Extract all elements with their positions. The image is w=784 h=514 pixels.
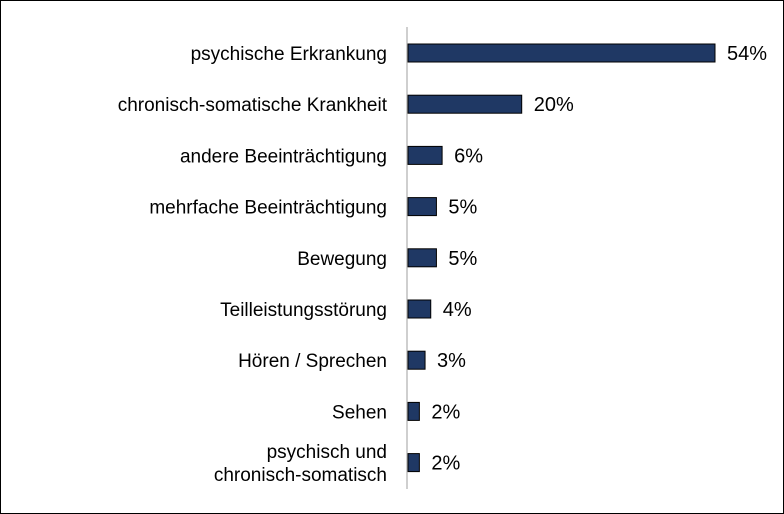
category-label-line: Teilleistungsstörung: [220, 300, 387, 321]
category-label-3: mehrfache Beeinträchtigung: [149, 198, 387, 219]
bar-5: [407, 299, 432, 319]
category-label-6: Hören / Sprechen: [238, 351, 387, 372]
category-label-line: andere Beeinträchtigung: [180, 146, 387, 167]
category-label-8: psychisch und chronisch-somatisch: [214, 442, 387, 486]
value-label-3: 5%: [448, 197, 477, 219]
category-label-7: Sehen: [332, 402, 387, 423]
category-label-line: Hören / Sprechen: [238, 351, 387, 372]
value-label-6: 3%: [437, 350, 466, 372]
bar-4: [407, 248, 437, 268]
bar-8: [407, 453, 420, 473]
value-label-7: 2%: [431, 401, 460, 423]
category-label-2: andere Beeinträchtigung: [180, 146, 387, 167]
bar-1: [407, 94, 523, 114]
category-label-line: psychisch und: [267, 442, 387, 463]
category-label-5: Teilleistungsstörung: [220, 300, 387, 321]
value-label-2: 6%: [454, 145, 483, 167]
category-label-line: chronisch-somatische Krankheit: [118, 95, 388, 116]
category-label-1: chronisch-somatische Krankheit: [118, 95, 388, 116]
value-label-5: 4%: [443, 299, 472, 321]
value-label-8: 2%: [431, 453, 460, 475]
value-label-0: 54%: [727, 43, 767, 65]
category-label-line: mehrfache Beeinträchtigung: [149, 198, 387, 219]
category-label-line: psychische Erkrankung: [191, 44, 387, 65]
category-label-line: Bewegung: [297, 249, 387, 270]
bar-0: [407, 43, 716, 63]
bar-7: [407, 401, 420, 421]
value-label-1: 20%: [534, 94, 574, 116]
category-label-line: Sehen: [332, 402, 387, 423]
category-label-4: Bewegung: [297, 249, 387, 270]
bar-2: [407, 145, 443, 165]
category-label-0: psychische Erkrankung: [191, 44, 387, 65]
value-label-4: 5%: [448, 248, 477, 270]
bar-3: [407, 197, 437, 217]
category-label-line: chronisch-somatisch: [214, 465, 387, 486]
bar-6: [407, 350, 426, 370]
